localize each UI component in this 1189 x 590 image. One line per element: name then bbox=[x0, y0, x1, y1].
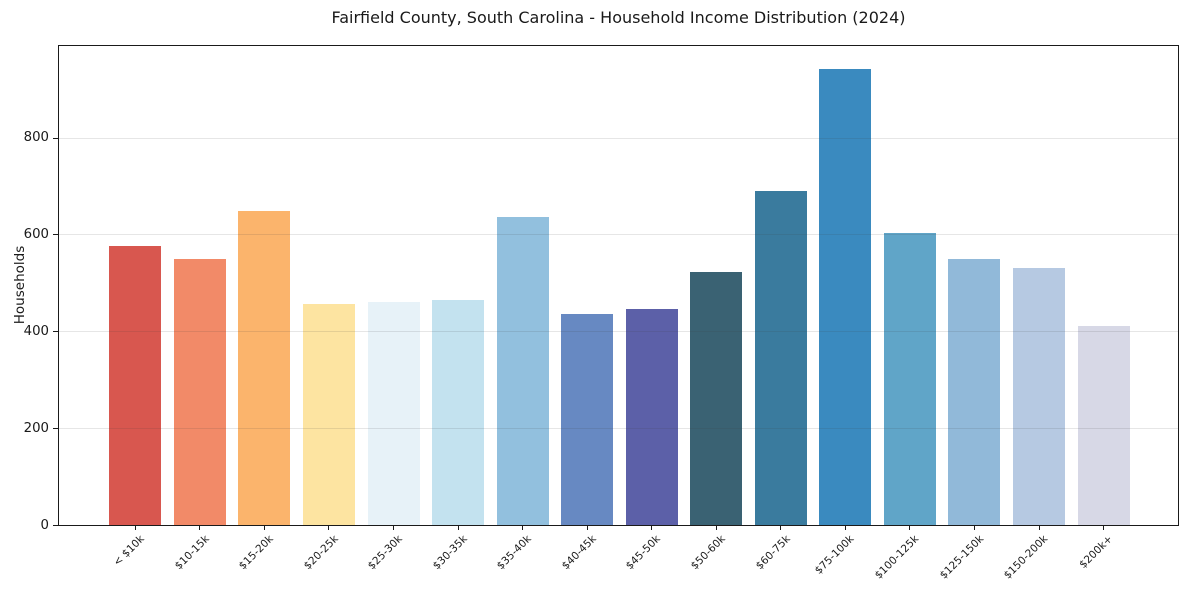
gridline-600 bbox=[59, 234, 1178, 236]
x-tick-label-text: $35-40k bbox=[494, 533, 535, 573]
bar-$100-125k bbox=[883, 232, 936, 525]
x-tick-label-text: $100-125k bbox=[872, 533, 922, 582]
x-tick-label-text: $10-15k bbox=[172, 533, 212, 573]
x-tick-label-text: $150-200k bbox=[1001, 533, 1051, 582]
y-tick-mark-800 bbox=[53, 137, 58, 139]
x-tick-label-text: $125-150k bbox=[937, 533, 986, 582]
gridline-800 bbox=[59, 137, 1178, 139]
x-tick-mark-13 bbox=[974, 525, 975, 530]
gridline-400 bbox=[59, 331, 1178, 333]
bar-$15-20k bbox=[238, 211, 291, 525]
x-tick-mark-8 bbox=[651, 525, 653, 530]
bar-$45-50k bbox=[625, 308, 678, 525]
x-tick-mark-15 bbox=[1103, 525, 1104, 530]
y-tick-label-800: 800 bbox=[23, 130, 49, 145]
x-tick-mark-14 bbox=[1038, 525, 1040, 530]
bar-$200k+ bbox=[1077, 326, 1130, 525]
bar-$25-30k bbox=[367, 302, 420, 525]
x-tick-label-text: $50-60k bbox=[688, 533, 728, 573]
bar-$10-15k bbox=[173, 258, 226, 525]
x-tick-label-text: $200k+ bbox=[1077, 533, 1115, 571]
x-tick-mark-2 bbox=[263, 525, 265, 530]
x-tick-label-text: $20-25k bbox=[301, 533, 341, 573]
x-tick-label-text: $25-30k bbox=[365, 533, 405, 573]
bar-< $10k bbox=[109, 246, 162, 525]
bar-$30-35k bbox=[432, 300, 485, 525]
y-tick-label-200: 200 bbox=[23, 420, 49, 436]
x-tick-label-text: $60-75k bbox=[753, 533, 793, 573]
x-tick-mark-5 bbox=[457, 525, 459, 530]
x-tick-label-text: $45-50k bbox=[624, 533, 664, 573]
x-tick-label-text: $75-100k bbox=[812, 533, 857, 577]
x-tick-mark-7 bbox=[586, 525, 588, 530]
bar-$150-200k bbox=[1013, 267, 1065, 525]
x-tick-label-text: $30-35k bbox=[430, 533, 470, 573]
chart-title: Fairfield County, South Carolina - House… bbox=[331, 8, 906, 27]
bar-$20-25k bbox=[302, 303, 355, 525]
x-tick-label-text: $40-45k bbox=[559, 533, 599, 573]
x-tick-mark-1 bbox=[199, 525, 201, 530]
x-tick-mark-10 bbox=[780, 525, 782, 530]
bar-$40-45k bbox=[561, 314, 614, 525]
y-axis-title: Households bbox=[12, 245, 28, 325]
bar-$35-40k bbox=[496, 217, 549, 525]
bar-$50-60k bbox=[690, 271, 743, 525]
x-tick-mark-3 bbox=[328, 525, 330, 530]
x-tick-mark-6 bbox=[522, 525, 524, 530]
y-tick-mark-200 bbox=[53, 428, 58, 430]
y-tick-label-0: 0 bbox=[40, 517, 49, 533]
x-tick-mark-12 bbox=[909, 525, 911, 530]
y-tick-mark-400 bbox=[53, 331, 58, 333]
x-tick-mark-11 bbox=[844, 525, 846, 530]
bar-$60-75k bbox=[754, 190, 807, 525]
y-tick-mark-600 bbox=[53, 234, 58, 236]
bar-$75-100k bbox=[819, 68, 872, 525]
y-tick-label-400: 400 bbox=[23, 323, 49, 339]
plot-area bbox=[58, 45, 1179, 526]
gridline-200 bbox=[59, 428, 1178, 430]
y-tick-label-600: 600 bbox=[23, 226, 49, 242]
x-tick-mark-9 bbox=[715, 525, 717, 530]
x-tick-label-text: $15-20k bbox=[236, 533, 276, 573]
x-tick-label-text: < $10k bbox=[111, 533, 147, 569]
x-tick-mark-4 bbox=[393, 525, 394, 530]
bar-$125-150k bbox=[948, 258, 1001, 525]
x-tick-mark-0 bbox=[134, 525, 136, 530]
y-tick-mark-0 bbox=[53, 525, 58, 526]
